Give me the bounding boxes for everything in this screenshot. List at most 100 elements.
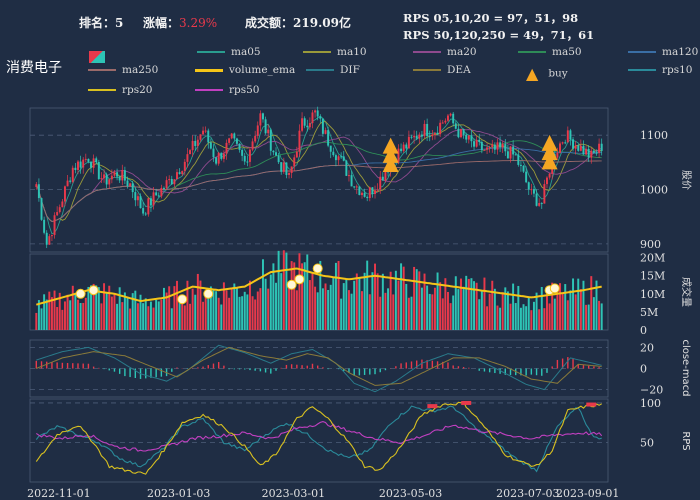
candle-body xyxy=(189,150,192,155)
candle-body xyxy=(168,179,171,181)
volume-bar xyxy=(173,286,176,330)
candle-body xyxy=(277,155,280,163)
candle-body xyxy=(559,143,561,153)
candle-body xyxy=(71,167,74,182)
volume-bar xyxy=(525,306,528,330)
volume-bar xyxy=(504,287,507,330)
volume-bar xyxy=(587,304,590,330)
volume-bar xyxy=(121,302,124,330)
legend-item-ma50: ma50 xyxy=(518,46,582,58)
volume-bar xyxy=(374,263,376,330)
candle-body xyxy=(433,132,436,135)
volume-bar xyxy=(551,282,554,330)
candle-body xyxy=(293,157,296,167)
candle-body xyxy=(509,146,512,159)
volume-bar xyxy=(162,287,165,330)
volume-bar xyxy=(332,277,335,330)
volume-bar xyxy=(108,285,111,330)
volume-bar xyxy=(123,292,126,330)
volume-bar xyxy=(579,289,582,330)
volume-bar xyxy=(598,300,601,330)
candle-body xyxy=(74,167,77,170)
macd-histogram-bar xyxy=(35,360,38,369)
buy-signal-marker xyxy=(382,146,399,163)
volume-bar xyxy=(384,292,387,330)
legend-label-buy: buy xyxy=(548,67,568,80)
volume-bar xyxy=(392,294,395,330)
candle-body xyxy=(295,151,298,158)
candle-body xyxy=(400,148,403,152)
macd-tick-label: 0 xyxy=(640,363,647,376)
candle-body xyxy=(288,172,291,175)
candle-body xyxy=(311,112,314,124)
rps-tick-label: 100 xyxy=(640,397,661,410)
macd-histogram-bar xyxy=(82,363,84,369)
volume-bar xyxy=(282,250,285,330)
candle-body xyxy=(519,164,522,166)
volume-bar xyxy=(321,288,324,330)
candle-body xyxy=(222,153,225,159)
axis-label-rps: RPS xyxy=(680,431,691,450)
macd-tick-label: −20 xyxy=(640,384,663,397)
macd-tick-label: 20 xyxy=(640,341,654,354)
volume-bar xyxy=(410,296,413,330)
macd-histogram-bar xyxy=(478,368,480,371)
legend-item-ma250: ma250 xyxy=(88,64,158,76)
volume-bar xyxy=(561,292,564,330)
volume-bar xyxy=(103,283,106,330)
candle-body xyxy=(525,171,528,183)
legend-candle-swatch xyxy=(89,51,105,63)
candle-body xyxy=(152,192,155,206)
volume-bar xyxy=(475,282,478,330)
candle-body xyxy=(254,135,257,142)
candle-body xyxy=(97,161,100,179)
rps20-line xyxy=(35,400,602,475)
candle-body xyxy=(556,152,559,158)
legend-swatch-ma20 xyxy=(413,51,441,53)
macd-histogram-bar xyxy=(150,368,152,378)
panel-frame-volume xyxy=(29,253,609,331)
macd-histogram-bar xyxy=(108,368,110,371)
volume-bar xyxy=(136,303,139,330)
volume-bar xyxy=(319,260,322,330)
macd-histogram-bar xyxy=(483,368,486,372)
candle-body xyxy=(314,110,317,113)
legend-item-DIF: DIF xyxy=(306,64,360,76)
candle-body xyxy=(259,113,262,126)
macd-histogram-bar xyxy=(488,368,491,373)
candle-body xyxy=(600,143,603,151)
volume-ema-highlight xyxy=(177,294,188,305)
x-tick-label: 2023-05-03 xyxy=(379,487,442,500)
volume-bar xyxy=(433,287,436,330)
candle-body xyxy=(77,161,79,170)
candle-body xyxy=(173,179,176,185)
candle-body xyxy=(118,176,121,181)
macd-histogram-bar xyxy=(197,367,199,369)
volume-bar xyxy=(56,307,59,330)
macd-histogram-bar xyxy=(238,368,241,370)
volume-bar xyxy=(478,299,481,330)
candle-body xyxy=(58,207,61,213)
macd-histogram-bar xyxy=(46,361,48,369)
candle-body xyxy=(275,152,277,156)
macd-histogram-bar xyxy=(40,361,43,369)
candle-body xyxy=(215,157,218,164)
candle-body xyxy=(473,141,476,147)
candle-body xyxy=(181,171,184,175)
candle-body xyxy=(196,139,199,146)
volume-ema-highlight xyxy=(312,263,323,274)
candle-body xyxy=(454,123,457,129)
macd-histogram-bar xyxy=(504,368,506,375)
change-value: 3.29% xyxy=(179,16,218,30)
macd-histogram-bar xyxy=(301,365,303,369)
candle-body xyxy=(439,122,442,135)
candle-body xyxy=(147,198,150,215)
candle-body xyxy=(235,138,238,144)
macd-histogram-bar xyxy=(494,368,496,374)
macd-histogram-bar xyxy=(212,363,215,369)
volume-bar xyxy=(366,260,369,330)
macd-histogram-bar xyxy=(416,360,418,369)
volume-bar xyxy=(189,303,192,330)
volume-bar xyxy=(40,308,43,330)
volume-bar xyxy=(259,288,262,330)
